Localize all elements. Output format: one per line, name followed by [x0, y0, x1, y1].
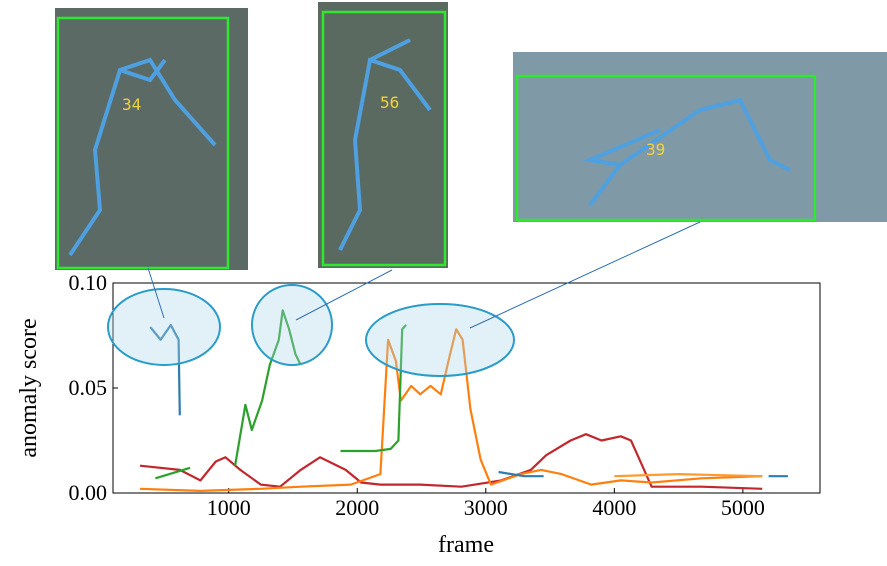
highlight	[252, 285, 332, 365]
x-tick-label: 2000	[335, 495, 379, 520]
x-axis-label: frame	[438, 532, 494, 558]
y-axis-label: anomaly score	[16, 318, 42, 457]
photo	[513, 52, 887, 222]
x-tick-label: 5000	[721, 495, 765, 520]
photo	[318, 2, 448, 268]
person-id: 34	[122, 95, 141, 114]
connector	[470, 222, 700, 328]
x-tick-label: 3000	[464, 495, 508, 520]
person-id: 39	[646, 140, 665, 159]
y-tick-label: 0.05	[69, 375, 108, 400]
highlight	[108, 289, 220, 365]
y-tick-label: 0.00	[69, 480, 108, 505]
person-id: 56	[380, 93, 399, 112]
x-tick-label: 4000	[592, 495, 636, 520]
figure: 34 56 39 1000 2000 3000 4000 5000 0.00 0.05 0.1…	[0, 0, 887, 566]
highlight	[366, 304, 514, 376]
x-tick-label: 1000	[207, 495, 251, 520]
y-tick-label: 0.10	[69, 270, 108, 295]
series-line	[614, 474, 762, 476]
